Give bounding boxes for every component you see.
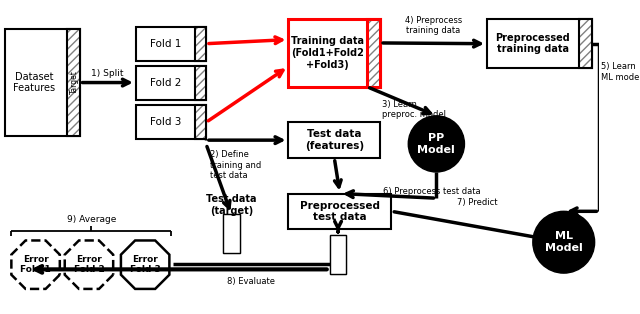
Bar	[195, 27, 206, 61]
Text: 9) Average: 9) Average	[67, 215, 116, 225]
Text: PP
Model: PP Model	[417, 133, 455, 155]
Text: 1) Split: 1) Split	[92, 69, 124, 78]
Text: 8) Evaluate: 8) Evaluate	[227, 277, 275, 286]
Text: Fold 3: Fold 3	[150, 117, 181, 127]
Bar	[289, 122, 380, 158]
Circle shape	[533, 211, 595, 273]
Bar	[136, 106, 206, 139]
Text: Training data
(Fold1+Fold2
+Fold3): Training data (Fold1+Fold2 +Fold3)	[291, 36, 364, 70]
Bar	[223, 214, 240, 253]
Bar	[67, 29, 79, 136]
Text: Error
Fold 2: Error Fold 2	[74, 255, 104, 274]
Bar	[195, 106, 206, 139]
Bar	[289, 193, 392, 229]
Text: Error
Fold 3: Error Fold 3	[130, 255, 161, 274]
Bar	[195, 66, 206, 100]
Bar	[367, 19, 380, 87]
Bar	[330, 235, 346, 274]
Text: Dataset
Features: Dataset Features	[13, 72, 55, 93]
Text: Error
Fold 1: Error Fold 1	[20, 255, 51, 274]
Text: Test data
(features): Test data (features)	[305, 129, 364, 151]
Bar	[195, 66, 206, 100]
Text: 2) Define
training and
test data: 2) Define training and test data	[210, 150, 261, 180]
Bar	[136, 27, 206, 61]
Bar	[367, 19, 380, 87]
Bar	[487, 19, 592, 68]
Bar	[67, 29, 79, 136]
Bar	[223, 214, 240, 253]
Text: Preprocessed
training data: Preprocessed training data	[495, 33, 570, 55]
Bar	[136, 66, 206, 100]
Bar	[289, 19, 380, 87]
Text: Fold 2: Fold 2	[150, 78, 181, 88]
Text: Preprocessed
test data: Preprocessed test data	[300, 201, 380, 222]
Bar	[579, 19, 592, 68]
Bar	[195, 106, 206, 139]
Text: Test data
(target): Test data (target)	[206, 194, 257, 215]
Polygon shape	[65, 241, 113, 289]
Bar	[195, 27, 206, 61]
Text: Target: Target	[70, 71, 79, 95]
Bar	[330, 235, 346, 274]
Text: 7) Predict: 7) Predict	[458, 198, 498, 207]
Text: 4) Preprocess
training data: 4) Preprocess training data	[405, 16, 462, 35]
Text: 3) Learn
preproc. model: 3) Learn preproc. model	[382, 100, 446, 119]
Text: 6) Preprocess test data: 6) Preprocess test data	[383, 187, 481, 196]
Polygon shape	[121, 241, 170, 289]
Text: 5) Learn
ML model: 5) Learn ML model	[601, 62, 640, 82]
Bar	[579, 19, 592, 68]
Text: Fold 1: Fold 1	[150, 39, 181, 49]
Text: ML
Model: ML Model	[545, 231, 582, 253]
Circle shape	[408, 116, 465, 172]
Polygon shape	[12, 241, 60, 289]
Bar	[4, 29, 79, 136]
